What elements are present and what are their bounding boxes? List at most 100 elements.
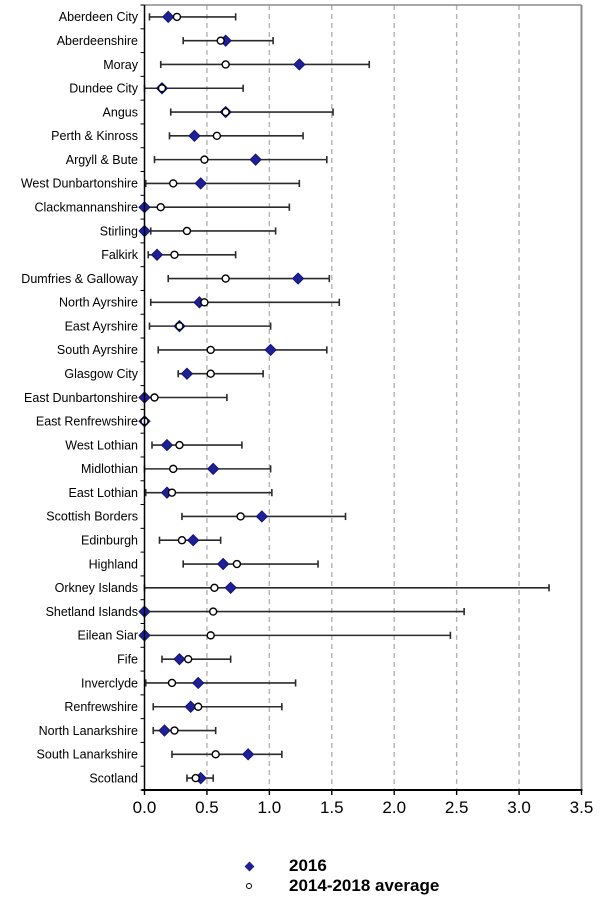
diamond-marker-2016 bbox=[224, 581, 237, 595]
circle-marker-average bbox=[175, 440, 184, 450]
category-label: Edinburgh bbox=[81, 534, 138, 548]
chart-row: North Lanarkshire bbox=[39, 724, 217, 738]
circle-marker-average bbox=[212, 131, 222, 141]
circle-marker-average bbox=[210, 583, 219, 593]
category-label: Aberdeenshire bbox=[57, 34, 138, 48]
category-label: Dundee City bbox=[69, 82, 139, 96]
legend-circle-marker bbox=[240, 883, 258, 889]
chart-row: Highland bbox=[89, 557, 319, 571]
x-tick-label: 1.5 bbox=[320, 798, 344, 817]
diamond-marker-2016 bbox=[173, 652, 186, 666]
x-tick-label: 0.5 bbox=[195, 798, 219, 817]
chart-row: Edinburgh bbox=[81, 534, 222, 548]
category-label: Aberdeen City bbox=[59, 10, 139, 24]
chart-row: West Lothian bbox=[65, 438, 243, 452]
legend-item-average: 2014-2018 average bbox=[240, 876, 439, 896]
chart-row: Clackmannanshire bbox=[34, 200, 291, 214]
circle-marker-average bbox=[206, 345, 215, 355]
category-label: East Renfrewshire bbox=[36, 415, 138, 429]
circle-marker-average bbox=[206, 631, 215, 640]
chart-row: Aberdeen City bbox=[59, 10, 237, 24]
circle-marker-average bbox=[167, 678, 177, 688]
category-label: Renfrewshire bbox=[64, 700, 138, 714]
chart-row: Angus bbox=[103, 105, 334, 119]
category-label: East Dunbartonshire bbox=[24, 391, 138, 405]
category-label: Glasgow City bbox=[64, 367, 138, 381]
chart-row: Eilean Siar bbox=[78, 629, 452, 643]
category-label: Fife bbox=[117, 652, 138, 666]
category-label: Shetland Islands bbox=[46, 605, 138, 619]
diamond-marker-2016 bbox=[188, 129, 201, 143]
circle-marker-average bbox=[169, 179, 178, 188]
category-label: Scotland bbox=[89, 771, 138, 785]
circle-marker-average bbox=[208, 607, 218, 616]
x-tick-label: 2.0 bbox=[382, 798, 406, 817]
x-tick-label: 3.5 bbox=[570, 798, 594, 817]
legend-item-2016: 2016 bbox=[240, 856, 439, 876]
chart-row: Renfrewshire bbox=[64, 700, 283, 714]
diamond-marker-2016 bbox=[191, 676, 205, 690]
category-label: Argyll & Bute bbox=[66, 153, 138, 167]
circle-marker-average bbox=[211, 750, 220, 759]
category-label: Angus bbox=[103, 105, 138, 119]
diamond-marker-2016 bbox=[184, 700, 197, 713]
category-label: Inverclyde bbox=[81, 676, 138, 690]
circle-marker-average bbox=[236, 512, 245, 521]
diamond-marker-2016 bbox=[162, 10, 175, 24]
circle-marker-average bbox=[156, 202, 165, 212]
chart-row: East Renfrewshire bbox=[36, 415, 151, 429]
diamond-marker-2016 bbox=[194, 177, 207, 190]
category-label: Clackmannanshire bbox=[34, 200, 138, 214]
circle-marker-average bbox=[182, 226, 192, 236]
chart-row: Inverclyde bbox=[81, 676, 297, 690]
chart-row: East Lothian bbox=[69, 486, 273, 500]
diamond-marker-2016 bbox=[255, 510, 269, 523]
category-label: Eilean Siar bbox=[78, 629, 138, 643]
category-label: Falkirk bbox=[101, 248, 139, 262]
circle-marker-average bbox=[157, 84, 167, 93]
circle-marker-average bbox=[216, 36, 225, 45]
circle-marker-average bbox=[221, 60, 230, 69]
circle-marker-average bbox=[183, 654, 193, 664]
circle-marker-average bbox=[206, 369, 215, 378]
chart-row: West Dunbartonshire bbox=[21, 177, 301, 191]
circle-marker-average bbox=[177, 536, 187, 545]
chart-row: Scottish Borders bbox=[46, 510, 347, 524]
circle-marker-average bbox=[169, 464, 178, 474]
circle-marker-average bbox=[232, 559, 242, 569]
circle-marker-average bbox=[170, 250, 179, 259]
circle-marker-average bbox=[167, 488, 177, 497]
chart-row: South Lanarkshire bbox=[37, 748, 283, 762]
circle-marker-average bbox=[200, 155, 209, 164]
category-label: Dumfries & Galloway bbox=[21, 272, 138, 286]
category-label: West Dunbartonshire bbox=[21, 177, 138, 191]
diamond-marker-2016 bbox=[264, 343, 277, 357]
x-tick-label: 2.5 bbox=[445, 798, 469, 817]
diamond-marker-2016 bbox=[150, 248, 164, 261]
x-tick-label: 1.0 bbox=[258, 798, 282, 817]
diamond-marker-2016 bbox=[291, 272, 305, 285]
chart-legend: 2016 2014-2018 average bbox=[240, 856, 439, 896]
chart-row: Fife bbox=[117, 652, 232, 666]
category-label: East Lothian bbox=[69, 486, 139, 500]
category-label: Perth & Kinross bbox=[51, 129, 138, 143]
chart-row: Aberdeenshire bbox=[57, 34, 274, 48]
diamond-marker-2016 bbox=[186, 534, 200, 547]
category-label: West Lothian bbox=[65, 438, 138, 452]
chart-row: East Dunbartonshire bbox=[24, 391, 228, 405]
category-label: Highland bbox=[89, 557, 138, 571]
chart-row: Glasgow City bbox=[64, 367, 264, 381]
chart-row: Dundee City bbox=[69, 82, 244, 96]
chart-row: Perth & Kinross bbox=[51, 129, 304, 143]
circle-marker-average bbox=[200, 298, 209, 307]
circle-marker-average bbox=[150, 393, 159, 402]
category-label: Stirling bbox=[100, 224, 138, 238]
chart-row: North Ayrshire bbox=[59, 296, 341, 310]
category-label: North Ayrshire bbox=[59, 296, 138, 310]
legend-label-2016: 2016 bbox=[289, 856, 327, 875]
chart-row: Dumfries & Galloway bbox=[21, 272, 331, 286]
category-label: Scottish Borders bbox=[46, 510, 138, 524]
chart-row: Orkney Islands bbox=[55, 581, 550, 595]
